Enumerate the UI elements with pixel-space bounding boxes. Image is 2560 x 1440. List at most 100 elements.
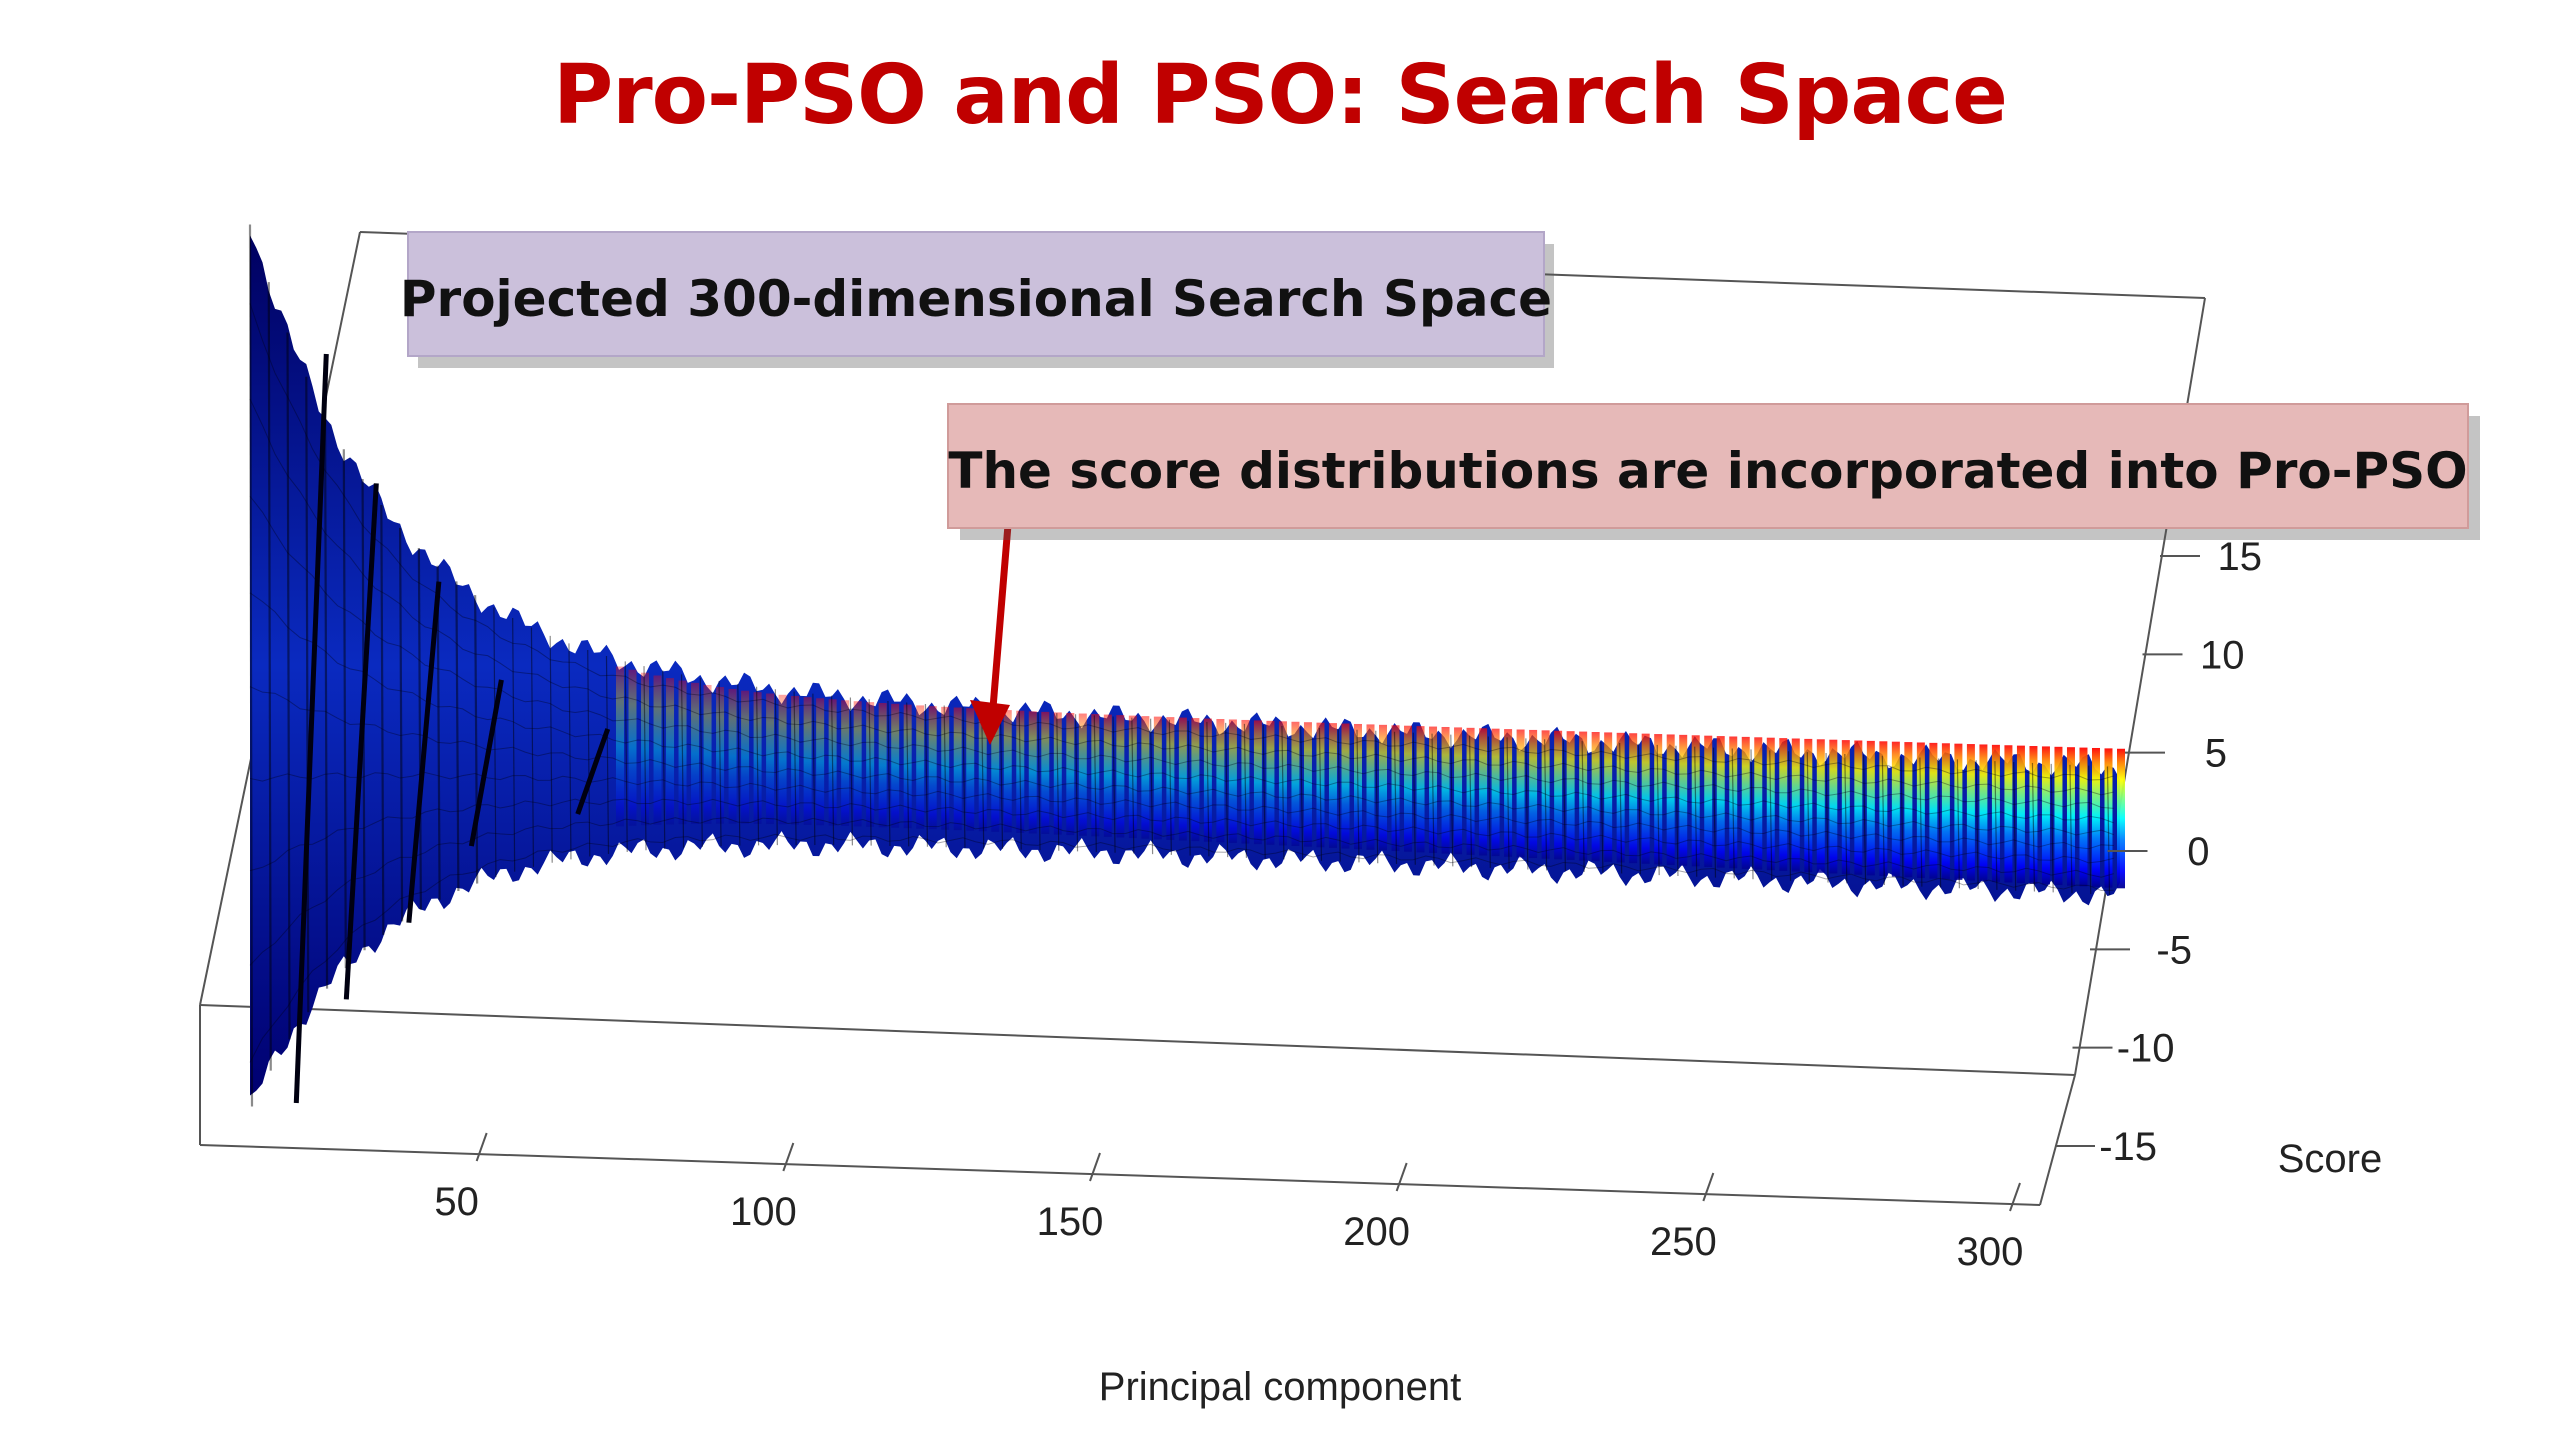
y-axis-label: Score [2278, 1137, 2383, 1181]
surface-mesh-line [1600, 742, 1604, 873]
surface-strip [1028, 711, 1037, 834]
surface-mesh-line [1450, 734, 1454, 867]
surface-strip [2066, 747, 2075, 886]
surface-mesh-line [737, 684, 741, 846]
surface-strip [1829, 739, 1838, 874]
surface-mesh-line [267, 282, 272, 1071]
surface-mesh-line [2031, 762, 2036, 892]
surface-strip [803, 697, 812, 825]
surface-mesh-line [1262, 724, 1266, 859]
surface-mesh-line [1375, 730, 1379, 864]
surface-mesh-line [1337, 728, 1341, 862]
callout-search-space: Projected 300-dimensional Search Space [400, 231, 1554, 368]
surface-mesh-line [1544, 739, 1548, 871]
surface-strip [678, 680, 687, 825]
surface-strip [653, 675, 662, 825]
surface-strip [1966, 744, 1975, 881]
surface-mesh-line [849, 697, 854, 846]
y-tick-label: -5 [2156, 928, 2192, 972]
surface-mesh-line [2069, 764, 2073, 894]
surface-strip [966, 708, 975, 831]
x-tick-label: 50 [434, 1180, 479, 1224]
surface-mesh-line [493, 607, 497, 878]
surface-strip [1941, 743, 1950, 880]
surface-mesh-line [1131, 717, 1135, 854]
surface-strip [1341, 723, 1350, 849]
surface-strip [1003, 710, 1012, 833]
surface-mesh-line [1675, 745, 1679, 876]
slide-title: Pro-PSO and PSO: Search Space [553, 48, 2008, 143]
surface-strip [1178, 717, 1187, 841]
surface-strip [1979, 744, 1988, 882]
surface-mesh-line [868, 699, 872, 846]
surface-strip [1766, 737, 1775, 871]
x-tick-mark [475, 1132, 488, 1162]
surface-mesh-line [605, 655, 610, 854]
x-tick-mark [1395, 1162, 1408, 1192]
surface-mesh-line [1994, 761, 1998, 890]
surface-strip [841, 700, 850, 827]
surface-mesh-line [530, 627, 535, 867]
y-tick-label: -15 [2099, 1125, 2157, 1169]
surface-mesh-line [2050, 763, 2054, 893]
surface-mesh-line [1712, 747, 1717, 878]
surface-mesh-line [474, 595, 479, 884]
x-tick-label: 250 [1650, 1220, 1717, 1264]
surface-strip [1579, 731, 1588, 861]
surface-strip [1291, 721, 1300, 847]
box-edge-front-bottom [199, 1144, 2041, 1206]
surface-strip [1228, 719, 1237, 843]
surface-strip [1253, 720, 1262, 845]
x-axis-ticks: 50 100 150 200 250 300 [434, 1132, 2024, 1274]
y-tick-label: 10 [2200, 633, 2245, 677]
surface-strip [1103, 714, 1112, 837]
surface-spike [406, 581, 442, 923]
surface-mesh-line [1769, 750, 1773, 881]
surface-strip [741, 690, 750, 824]
box-edge-mid [199, 1004, 2076, 1076]
x-tick-mark [2009, 1182, 2021, 1212]
surface-strip [1754, 737, 1763, 870]
x-tick-mark [782, 1142, 795, 1172]
surface-strip [1328, 723, 1337, 848]
surface-mesh-line [587, 650, 591, 857]
surface-contour [249, 798, 2114, 872]
x-tick-label: 300 [1957, 1230, 2024, 1274]
surface-mesh-line [1956, 759, 1960, 889]
surface-strip [1779, 738, 1788, 871]
surface-mesh-line [1206, 721, 1210, 857]
surface-strip [1866, 740, 1875, 876]
surface-strip [1454, 727, 1463, 855]
surface-strip [1604, 732, 1613, 862]
surface-strip [1641, 733, 1650, 864]
surface-strip [928, 706, 937, 830]
surface-mesh-line [305, 376, 310, 1013]
surface-mesh-line [1731, 748, 1735, 879]
surface-contour [249, 833, 2114, 1063]
surface-strip [1916, 742, 1925, 878]
surface-strip [1078, 713, 1087, 836]
surface-mesh-line [1975, 760, 1979, 890]
surface-strip [1879, 741, 1888, 877]
surface-strip [615, 666, 624, 827]
surface-mesh-line [568, 643, 572, 860]
surface-strip [716, 686, 725, 824]
y-tick-label: 15 [2218, 535, 2263, 579]
surface-strip [2091, 747, 2100, 888]
surface-strip [1841, 740, 1850, 875]
surface-strip [903, 704, 912, 829]
surface-contour [249, 817, 2114, 966]
surface-strip [1379, 724, 1388, 851]
surface-mesh-line [436, 565, 441, 900]
surface-strip [1128, 715, 1137, 839]
surface-strip [2117, 748, 2125, 889]
box-edge-right-front [2039, 1074, 2076, 1206]
surface-mesh-line [1637, 743, 1642, 875]
surface-strip [828, 699, 837, 826]
surface-mesh-line [1862, 754, 1867, 885]
surface-mesh-line [1919, 757, 1923, 887]
surface-strip [791, 696, 800, 825]
surface-strip [628, 669, 637, 826]
callout-arrow [970, 524, 1012, 745]
